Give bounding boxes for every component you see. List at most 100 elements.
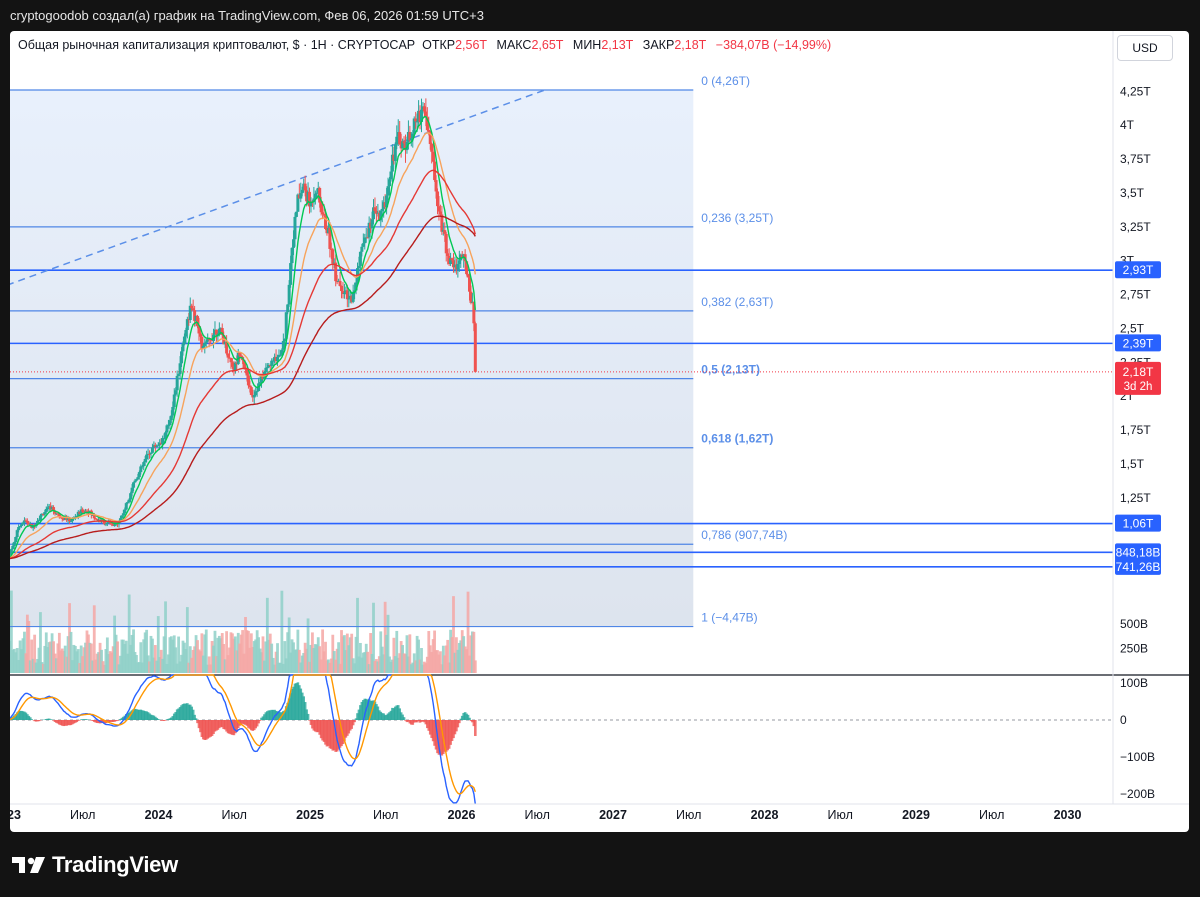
macd-hist-214 — [316, 720, 320, 733]
volume-bar-187 — [277, 662, 281, 673]
macd-hist-74 — [113, 720, 116, 722]
volume-bar-170 — [252, 641, 256, 673]
macd-hist-175 — [260, 717, 263, 720]
candle-body-99 — [149, 452, 153, 454]
volume-bar-190 — [281, 663, 285, 673]
candle-body-86 — [130, 487, 134, 494]
volume-bar-236 — [348, 637, 352, 673]
volume-bar-181 — [268, 633, 272, 673]
volume-bar-316 — [465, 649, 468, 673]
candle-body-272 — [401, 141, 405, 149]
macd-hist-70 — [107, 720, 111, 723]
volume-bar-124 — [185, 607, 189, 673]
macd-hist-95 — [143, 711, 147, 720]
macd-hist-36 — [58, 720, 61, 725]
candle-body-27 — [44, 509, 48, 513]
candle-body-245 — [361, 243, 365, 247]
macd-hist-256 — [378, 710, 381, 720]
candle-body-122 — [182, 336, 186, 344]
candle-body-178 — [264, 367, 268, 372]
volume-bar-298 — [439, 651, 442, 673]
macd-hist-54 — [84, 719, 87, 720]
macd-hist-29 — [47, 718, 51, 720]
macd-hist-298 — [439, 720, 442, 755]
macd-hist-117 — [175, 709, 179, 720]
macd-hist-291 — [428, 720, 432, 735]
candle-body-203 — [300, 189, 304, 194]
y-tick-10: 1,75T — [1120, 423, 1151, 437]
candle-254 — [374, 205, 378, 223]
volume-bar-240 — [354, 636, 358, 673]
macd-hist-208 — [308, 720, 311, 721]
candle-body-288 — [424, 111, 428, 118]
candle-body-261 — [385, 195, 389, 208]
volume-bar-156 — [232, 638, 236, 673]
candle-body-91 — [137, 472, 141, 478]
volume-bar-68 — [104, 649, 108, 673]
volume-bar-137 — [204, 629, 208, 673]
macd-hist-20 — [34, 720, 38, 722]
macd-hist-246 — [363, 698, 367, 720]
macd-hist-27 — [44, 719, 48, 720]
candle-body-133 — [198, 333, 202, 337]
x-tick-13: Июл — [979, 808, 1004, 822]
macd-hist-287 — [423, 720, 426, 723]
macd-hist-33 — [53, 720, 57, 722]
volume-bar-8 — [17, 659, 21, 673]
candle-body-170 — [252, 395, 256, 398]
volume-bar-67 — [103, 664, 106, 673]
macd-hist-45 — [71, 720, 74, 725]
volume-bar-197 — [292, 642, 295, 673]
candle-body-126 — [188, 305, 192, 320]
volume-bar-36 — [57, 632, 61, 673]
candle-body-3 — [10, 549, 13, 554]
macd-hist-59 — [91, 720, 95, 721]
fib-layer: 0 (4,26T) 0,236 (3,25T) 0,382 (2,63T) 0,5 (… — [10, 74, 787, 628]
volume-bar-85 — [129, 644, 133, 673]
candle-body-90 — [136, 477, 140, 480]
currency-button[interactable]: USD — [1117, 35, 1173, 61]
volume-bar-136 — [203, 634, 207, 673]
macd-hist-209 — [309, 720, 313, 725]
candle-246 — [363, 233, 367, 250]
candle-body-224 — [331, 249, 335, 264]
volume-bar-39 — [62, 650, 66, 673]
volume-bar-204 — [302, 652, 306, 673]
volume-bar-121 — [181, 640, 185, 673]
fib-label-4: 0,618 (1,62T) — [701, 432, 773, 446]
volume-bar-45 — [71, 660, 74, 673]
volume-bar-311 — [457, 642, 461, 673]
candle-body-67 — [102, 520, 106, 525]
volume-bar-116 — [174, 647, 178, 673]
volume-bar-312 — [459, 640, 463, 673]
volume-bar-290 — [427, 631, 431, 673]
candle-body-267 — [393, 144, 397, 161]
price-chart-svg[interactable]: 0 (4,26T) 0,236 (3,25T) 0,382 (2,63T) 0,5 (… — [10, 31, 1189, 832]
macd-hist-261 — [385, 714, 388, 720]
volume-bar-182 — [270, 643, 274, 673]
macd-hist-279 — [411, 720, 415, 725]
volume-bar-88 — [133, 651, 137, 673]
macd-hist-318 — [468, 717, 471, 720]
macd-hist-314 — [462, 712, 465, 720]
macd-hist-90 — [136, 709, 140, 720]
macd-hist-6 — [14, 714, 18, 720]
axis-layer: 2023 Июл 2024 Июл 2025 Июл 2026 Июл 2027 Июл 2028 И… — [10, 31, 1189, 822]
volume-bar-256 — [377, 656, 381, 673]
candle-110 — [165, 424, 169, 437]
volume-bar-3 — [10, 590, 13, 673]
macd-hist-61 — [94, 720, 98, 723]
volume-bar-84 — [127, 594, 131, 673]
candle-body-168 — [249, 387, 253, 395]
volume-bar-43 — [68, 603, 71, 673]
volume-bar-92 — [139, 642, 143, 673]
candle-body-118 — [177, 374, 181, 376]
macd-hist-239 — [353, 720, 356, 723]
volume-bar-282 — [415, 635, 419, 673]
candle-body-229 — [338, 280, 342, 286]
chart-panel[interactable]: Общая рыночная капитализация криптовалют… — [10, 31, 1189, 832]
macd-hist-14 — [26, 714, 29, 720]
candle-body-216 — [319, 202, 323, 213]
candle-body-144 — [214, 329, 218, 335]
volume-bar-207 — [306, 618, 310, 673]
